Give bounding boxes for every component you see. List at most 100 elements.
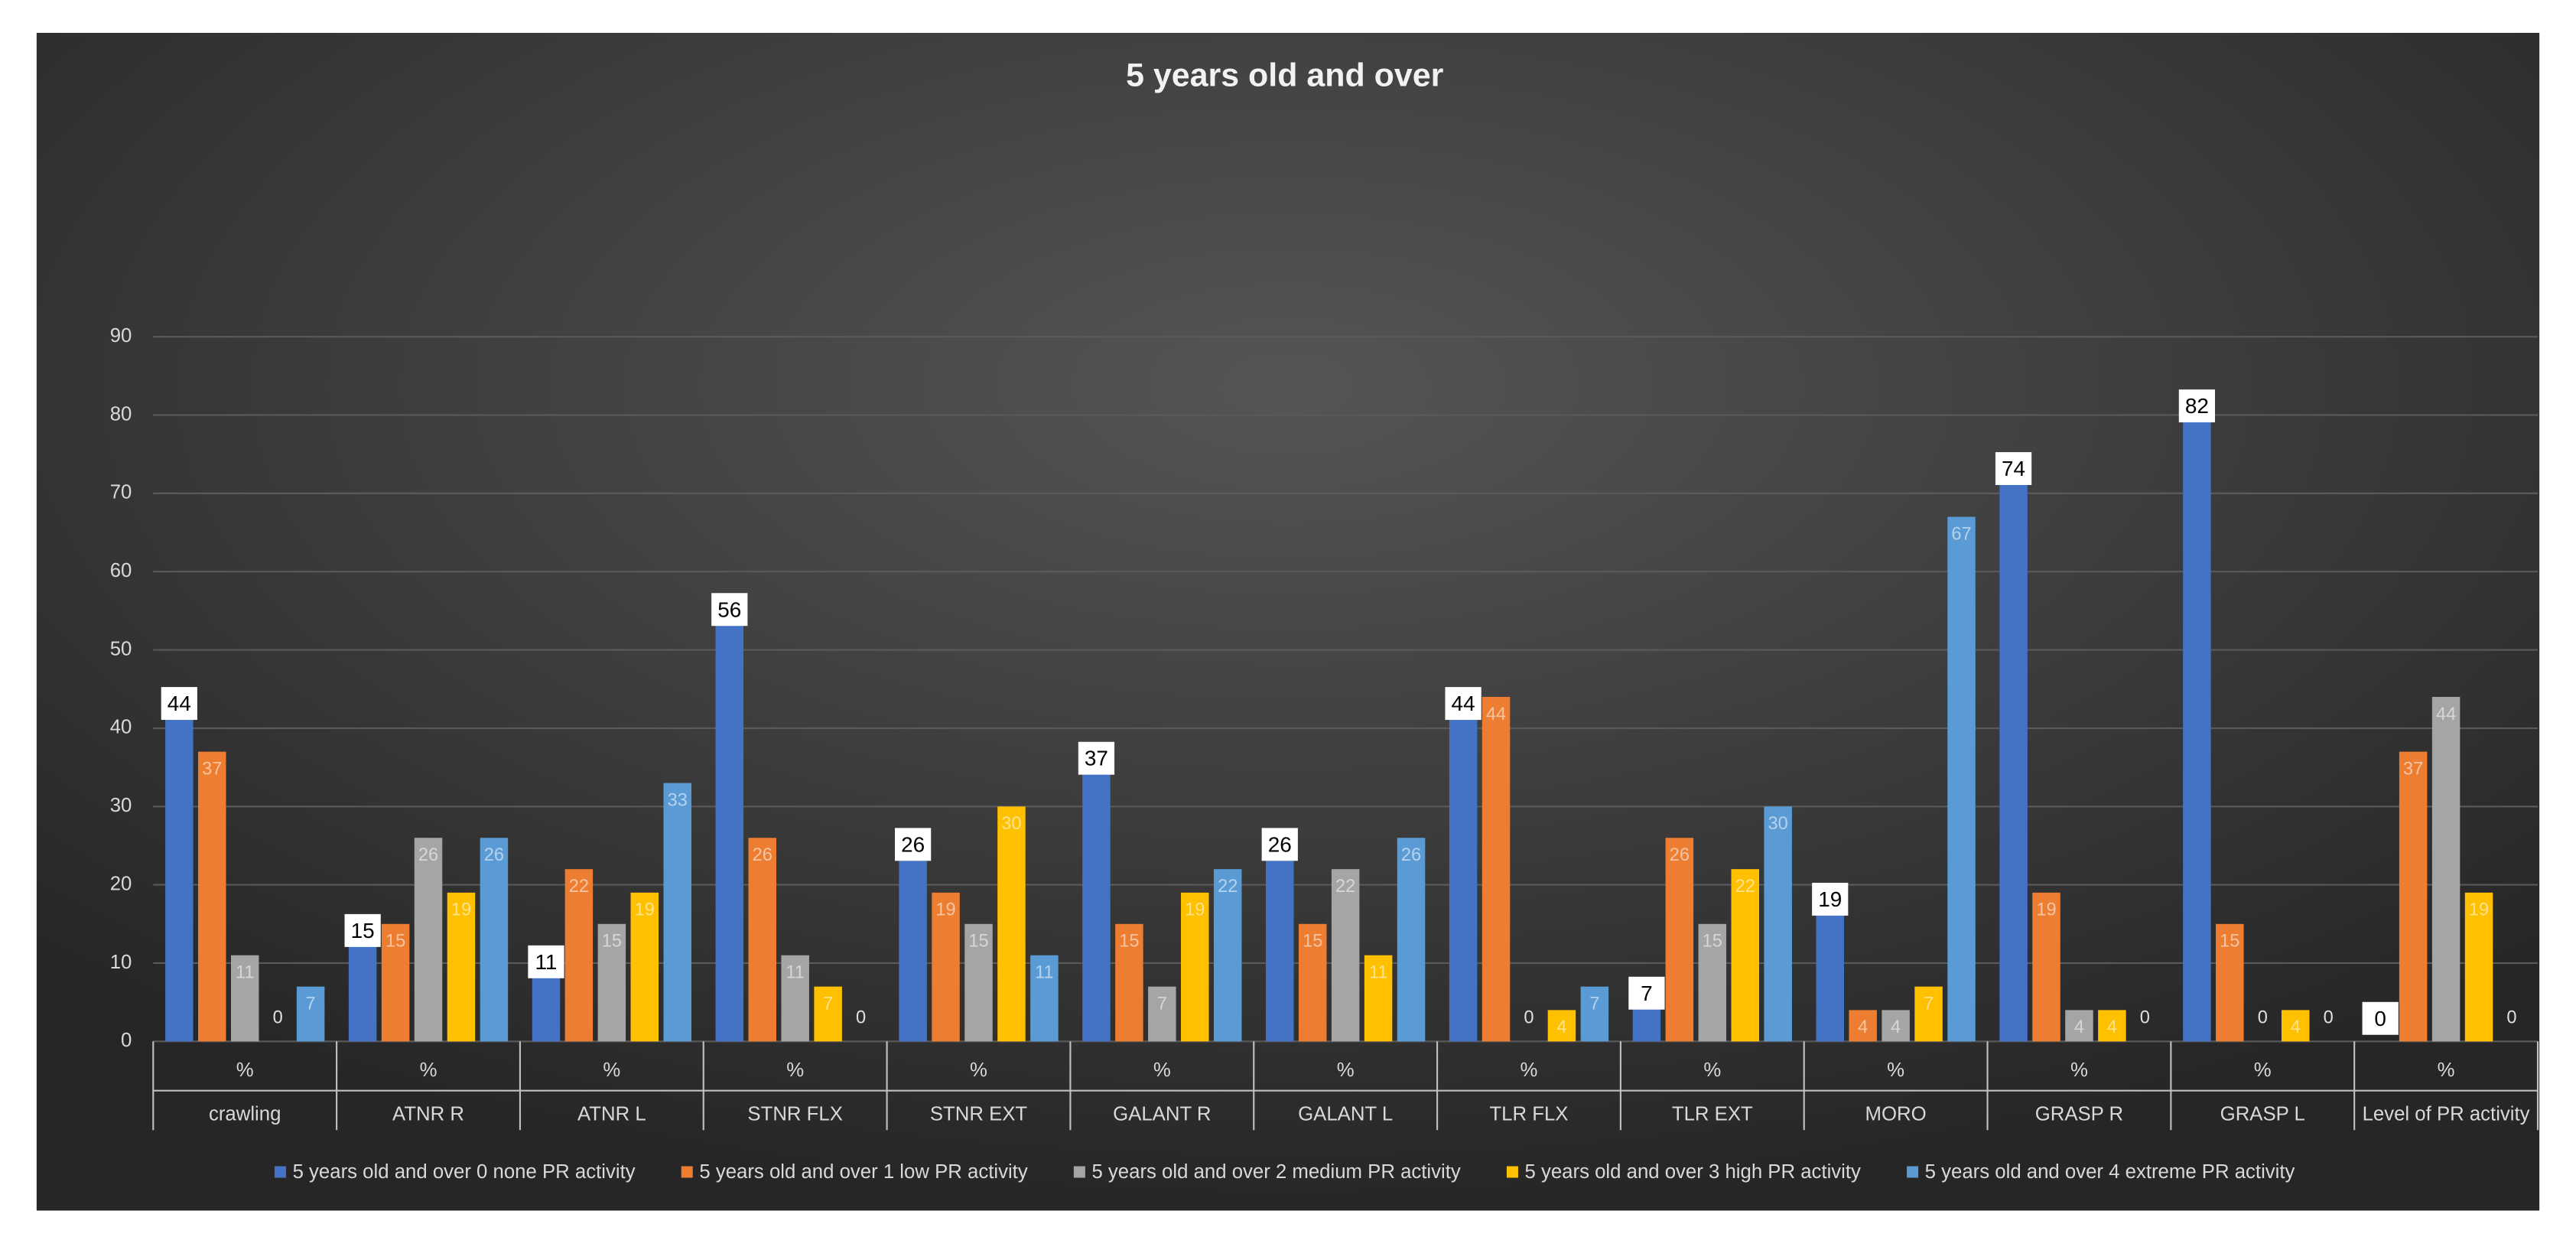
data-label-box	[161, 687, 197, 721]
y-tick-label: 80	[110, 403, 132, 425]
x-tick-label: ATNR L	[577, 1104, 646, 1125]
data-label-box	[1812, 882, 1849, 916]
data-label: 11	[1369, 963, 1388, 983]
x-tick-label: GALANT R	[1113, 1104, 1211, 1125]
bar	[1266, 838, 1294, 1042]
bar	[230, 955, 259, 1042]
legend-label: 5 years old and over 0 none PR activity	[293, 1161, 636, 1183]
data-label: 7	[1641, 981, 1653, 1005]
data-label: 26	[1670, 845, 1690, 865]
data-label: 19	[2469, 900, 2489, 920]
bar	[1331, 869, 1360, 1042]
data-label: 15	[602, 932, 622, 952]
bar	[781, 955, 809, 1042]
data-label: 26	[484, 845, 504, 865]
legend-label: 5 years old and over 4 extreme PR activi…	[1925, 1161, 2295, 1183]
data-label: 19	[935, 900, 955, 920]
data-label: 19	[635, 900, 655, 920]
data-label: 11	[236, 963, 255, 983]
x-tick-unit: %	[236, 1060, 254, 1081]
y-tick-label: 50	[110, 638, 132, 659]
data-label: 37	[1085, 747, 1108, 770]
data-label: 0	[273, 1007, 283, 1027]
bar	[1665, 838, 1694, 1042]
data-label: 0	[1524, 1007, 1534, 1027]
data-label: 19	[1185, 900, 1205, 920]
bar	[2032, 892, 2060, 1042]
data-label-box	[1445, 687, 1482, 721]
x-tick-unit: %	[603, 1060, 620, 1081]
bar	[1449, 696, 1478, 1042]
y-tick-label: 40	[110, 717, 132, 738]
data-label: 15	[2220, 932, 2239, 952]
data-label-box	[2178, 389, 2215, 423]
data-label: 0	[856, 1007, 866, 1027]
bar	[715, 603, 744, 1042]
y-tick-label: 0	[121, 1030, 132, 1051]
bar	[748, 838, 776, 1042]
y-tick-label: 20	[110, 873, 132, 894]
bar	[1947, 516, 1976, 1042]
bar	[1816, 892, 1844, 1042]
data-label: 44	[168, 692, 191, 715]
data-label: 4	[2074, 1017, 2084, 1037]
x-tick-unit: %	[1703, 1060, 1721, 1081]
bar	[2431, 696, 2461, 1042]
data-label: 15	[351, 919, 375, 942]
bar	[630, 892, 659, 1042]
data-label: 82	[2185, 394, 2209, 418]
bar	[1115, 923, 1143, 1042]
x-tick-label: crawling	[209, 1104, 281, 1125]
legend-label: 5 years old and over 2 medium PR activit…	[1091, 1161, 1460, 1183]
data-label: 37	[2403, 759, 2423, 779]
data-label: 7	[306, 994, 316, 1014]
x-tick-label: STNR EXT	[930, 1104, 1028, 1125]
bar	[1148, 986, 1176, 1042]
data-label: 67	[1951, 524, 1971, 544]
bar	[1213, 869, 1242, 1042]
data-label-box	[894, 828, 932, 861]
data-label: 19	[2036, 900, 2056, 920]
data-label: 0	[2324, 1007, 2334, 1027]
bar	[296, 986, 325, 1042]
data-label: 22	[569, 877, 589, 897]
data-label: 15	[1119, 932, 1139, 952]
data-label: 11	[535, 950, 557, 974]
data-label: 44	[1452, 692, 1475, 715]
data-label-box	[528, 945, 564, 978]
data-label: 26	[418, 845, 438, 865]
data-label-box	[1995, 452, 2032, 485]
x-tick-label: GRASP R	[2035, 1104, 2123, 1125]
y-tick-label: 30	[110, 795, 132, 816]
x-tick-unit: %	[1337, 1060, 1355, 1081]
data-label: 30	[1001, 814, 1021, 834]
x-tick-label: GRASP L	[2220, 1104, 2305, 1125]
bar	[2216, 923, 2244, 1042]
data-label: 26	[1401, 845, 1421, 865]
x-tick-unit: %	[970, 1060, 987, 1081]
bar	[1364, 955, 1393, 1042]
bar	[597, 923, 626, 1042]
x-tick-label: MORO	[1865, 1104, 1927, 1125]
legend-label: 5 years old and over 1 low PR activity	[699, 1161, 1027, 1183]
y-tick-label: 60	[110, 560, 132, 581]
bar	[1731, 869, 1759, 1042]
bar	[814, 986, 842, 1042]
data-label-box	[344, 913, 381, 947]
bar	[1580, 986, 1609, 1042]
bar	[899, 838, 927, 1042]
data-label: 4	[2107, 1017, 2117, 1037]
data-label: 22	[1735, 877, 1755, 897]
x-tick-label: TLR EXT	[1672, 1104, 1753, 1125]
data-label: 44	[2436, 705, 2456, 724]
bar	[2098, 1010, 2126, 1042]
x-tick-unit: %	[2070, 1060, 2088, 1081]
data-label-box	[2362, 1001, 2399, 1035]
bar	[997, 806, 1026, 1042]
bar	[414, 838, 443, 1042]
data-label: 56	[717, 597, 741, 621]
data-label: 7	[1157, 994, 1167, 1014]
x-tick-unit: %	[2438, 1060, 2455, 1081]
bar	[2399, 751, 2428, 1042]
